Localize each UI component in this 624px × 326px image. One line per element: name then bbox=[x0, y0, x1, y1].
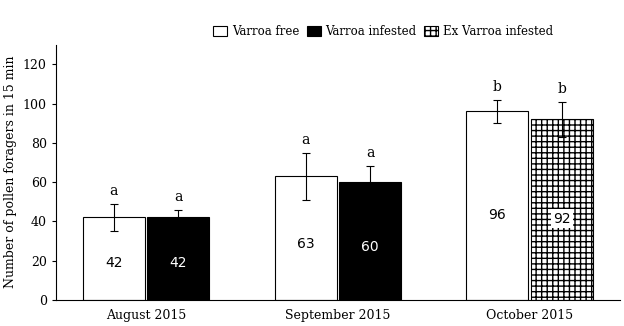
Text: a: a bbox=[174, 190, 182, 204]
Bar bbox=[83, 217, 145, 300]
Text: a: a bbox=[301, 133, 310, 147]
Bar bbox=[275, 176, 337, 300]
Text: 96: 96 bbox=[489, 208, 506, 222]
Bar bbox=[530, 119, 593, 300]
Text: a: a bbox=[366, 146, 374, 160]
Text: b: b bbox=[493, 80, 502, 94]
Y-axis label: Number of pollen foragers in 15 min: Number of pollen foragers in 15 min bbox=[4, 56, 17, 289]
Legend: Varroa free, Varroa infested, Ex Varroa infested: Varroa free, Varroa infested, Ex Varroa … bbox=[208, 20, 557, 42]
Bar bbox=[147, 217, 209, 300]
Bar bbox=[339, 182, 401, 300]
Text: 63: 63 bbox=[297, 237, 314, 251]
Text: a: a bbox=[110, 184, 118, 198]
Text: 60: 60 bbox=[361, 240, 379, 254]
Text: 42: 42 bbox=[169, 256, 187, 270]
Text: 92: 92 bbox=[553, 212, 570, 226]
Text: 42: 42 bbox=[105, 256, 122, 270]
Text: b: b bbox=[557, 82, 566, 96]
Bar bbox=[466, 111, 529, 300]
